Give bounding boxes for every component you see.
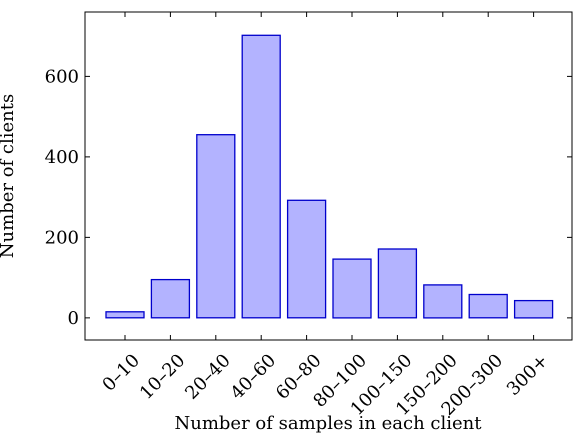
y-tick-label-1: 200	[45, 227, 79, 248]
bar-4	[286, 199, 327, 319]
bar-8	[468, 293, 508, 319]
y-axis-title: Number of clients	[0, 94, 18, 258]
y-tick-label-2: 400	[45, 147, 79, 168]
y-tick-label-0: 0	[68, 308, 79, 329]
x-tick-label-9: 300+	[503, 350, 553, 400]
bar-3	[241, 34, 281, 319]
bar-6	[377, 248, 418, 319]
x-tick-label-3: 40–60	[227, 350, 281, 404]
x-tick-label-1: 10–20	[136, 350, 190, 404]
bar-1	[150, 278, 191, 319]
x-tick-label-2: 20–40	[181, 350, 235, 404]
bars-group	[105, 34, 554, 319]
bar-5	[332, 258, 372, 319]
bar-2	[196, 134, 236, 319]
y-tick-label-3: 600	[45, 66, 79, 87]
plot-frame	[84, 11, 573, 341]
bar-7	[423, 284, 463, 319]
y-axis: 0 200 400 600	[45, 66, 572, 329]
bar-9	[513, 299, 554, 319]
bar-0	[105, 311, 145, 319]
x-axis-title: Number of samples in each client	[175, 413, 483, 434]
